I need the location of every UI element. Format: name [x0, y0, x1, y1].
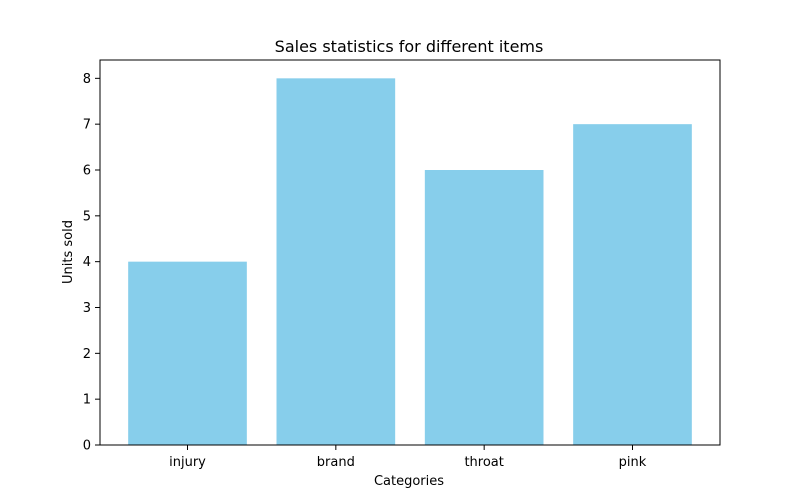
y-tick-label: 7: [83, 118, 91, 133]
y-tick-label: 0: [83, 439, 91, 454]
x-axis-label: Categories: [374, 474, 444, 489]
bar-brand: [276, 78, 396, 445]
y-tick-label: 4: [83, 255, 91, 270]
y-tick-label: 1: [83, 393, 91, 408]
y-axis-label: Units sold: [61, 220, 76, 284]
y-tick-label: 8: [83, 72, 91, 87]
y-tick-label: 2: [83, 347, 91, 362]
bar-throat: [424, 170, 544, 445]
bar-pink: [573, 124, 692, 446]
bar-injury: [128, 261, 247, 445]
y-tick-label: 5: [83, 209, 91, 224]
y-tick-label: 3: [83, 301, 91, 316]
x-tick-label: throat: [464, 455, 503, 470]
chart-title: Sales statistics for different items: [275, 37, 544, 56]
y-tick-label: 6: [83, 164, 91, 179]
x-axis-ticks: injury brand throat pink: [169, 445, 647, 470]
bars-group: [128, 78, 692, 446]
y-axis-ticks: 0 1 2 3 4 5 6 7 8: [83, 72, 100, 454]
x-tick-label: injury: [169, 455, 206, 470]
plot-area-frame: [99, 59, 721, 446]
x-tick-label: brand: [317, 455, 355, 470]
x-tick-label: pink: [619, 455, 647, 470]
